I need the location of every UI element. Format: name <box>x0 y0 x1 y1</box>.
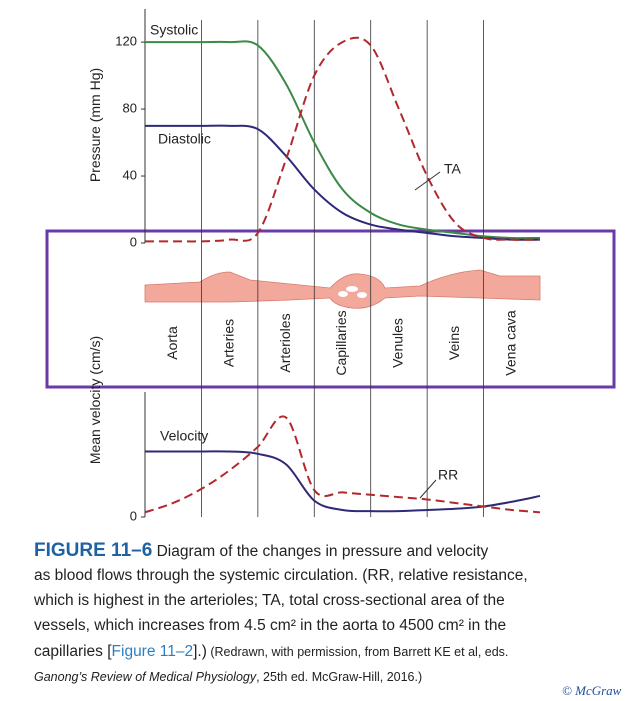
caption-line: vessels, which increases from 4.5 cm² in… <box>34 617 506 635</box>
vessel-label: Arterioles <box>277 313 293 372</box>
copyright: © McGraw <box>562 683 622 698</box>
series-label: Velocity <box>160 428 208 444</box>
vessel-cell <box>338 291 348 297</box>
series-line <box>145 36 541 243</box>
y-tick-label: 80 <box>123 101 137 116</box>
vessel-cell <box>357 292 367 298</box>
caption-credit: , 25th ed. McGraw-Hill, 2016.) <box>256 670 423 684</box>
caption-text: vessels, which increases from 4.5 cm² in… <box>34 617 507 634</box>
caption-line: which is highest in the arterioles; TA, … <box>34 592 505 610</box>
caption-text: Diagram of the changes in pressure and v… <box>152 543 489 560</box>
series-line <box>144 415 541 514</box>
caption-text: ].) <box>193 643 207 660</box>
y-tick-label: 120 <box>115 34 137 49</box>
y-tick-label: 0 <box>130 508 137 523</box>
label-leader <box>414 171 441 191</box>
highlight-box <box>45 229 616 389</box>
caption-text: as blood flows through the systemic circ… <box>34 567 528 584</box>
series-label: Diastolic <box>158 131 211 147</box>
caption-line: as blood flows through the systemic circ… <box>34 567 528 585</box>
series-label: TA <box>444 161 462 177</box>
vessel-cell <box>346 286 358 292</box>
caption-text: which is highest in the arterioles; TA, … <box>34 592 505 609</box>
series-label: Systolic <box>150 22 198 38</box>
vessel-label: Aorta <box>164 326 180 360</box>
figure-link[interactable]: Figure 11–2 <box>111 643 194 660</box>
series-label: RR <box>438 467 458 483</box>
caption-credit: (Redrawn, with permission, from Barrett … <box>206 645 509 659</box>
vessel-label: Venules <box>390 318 406 368</box>
series-line <box>145 124 541 241</box>
y-tick-label: 0 <box>130 234 137 249</box>
series-line <box>145 450 541 513</box>
vessel-label: Arteries <box>220 319 236 367</box>
label-leader <box>419 479 437 499</box>
figure-label: FIGURE 11–6 <box>34 540 153 561</box>
book-title: Ganong’s Review of Medical Physiology <box>34 670 257 684</box>
caption-line: capillaries [Figure 11–2].) (Redrawn, wi… <box>34 643 508 661</box>
y-axis-title: Pressure (mm Hg) <box>87 68 103 182</box>
y-tick-label: 40 <box>123 167 137 182</box>
caption-line: FIGURE 11–6 Diagram of the changes in pr… <box>34 540 488 562</box>
vessel-label: Veins <box>446 326 462 360</box>
caption-text: capillaries [ <box>34 643 112 660</box>
figure: Aorta Arteries Arterioles Capillaries Venule… <box>45 9 616 523</box>
vessel-label: Vena cava <box>502 310 518 376</box>
vessel-shape <box>144 269 541 309</box>
caption-line: Ganong’s Review of Medical Physiology, 2… <box>34 670 422 684</box>
y-axis-title: Mean velocity (cm/s) <box>87 336 103 464</box>
vessel-label: Capillaries <box>333 310 349 375</box>
